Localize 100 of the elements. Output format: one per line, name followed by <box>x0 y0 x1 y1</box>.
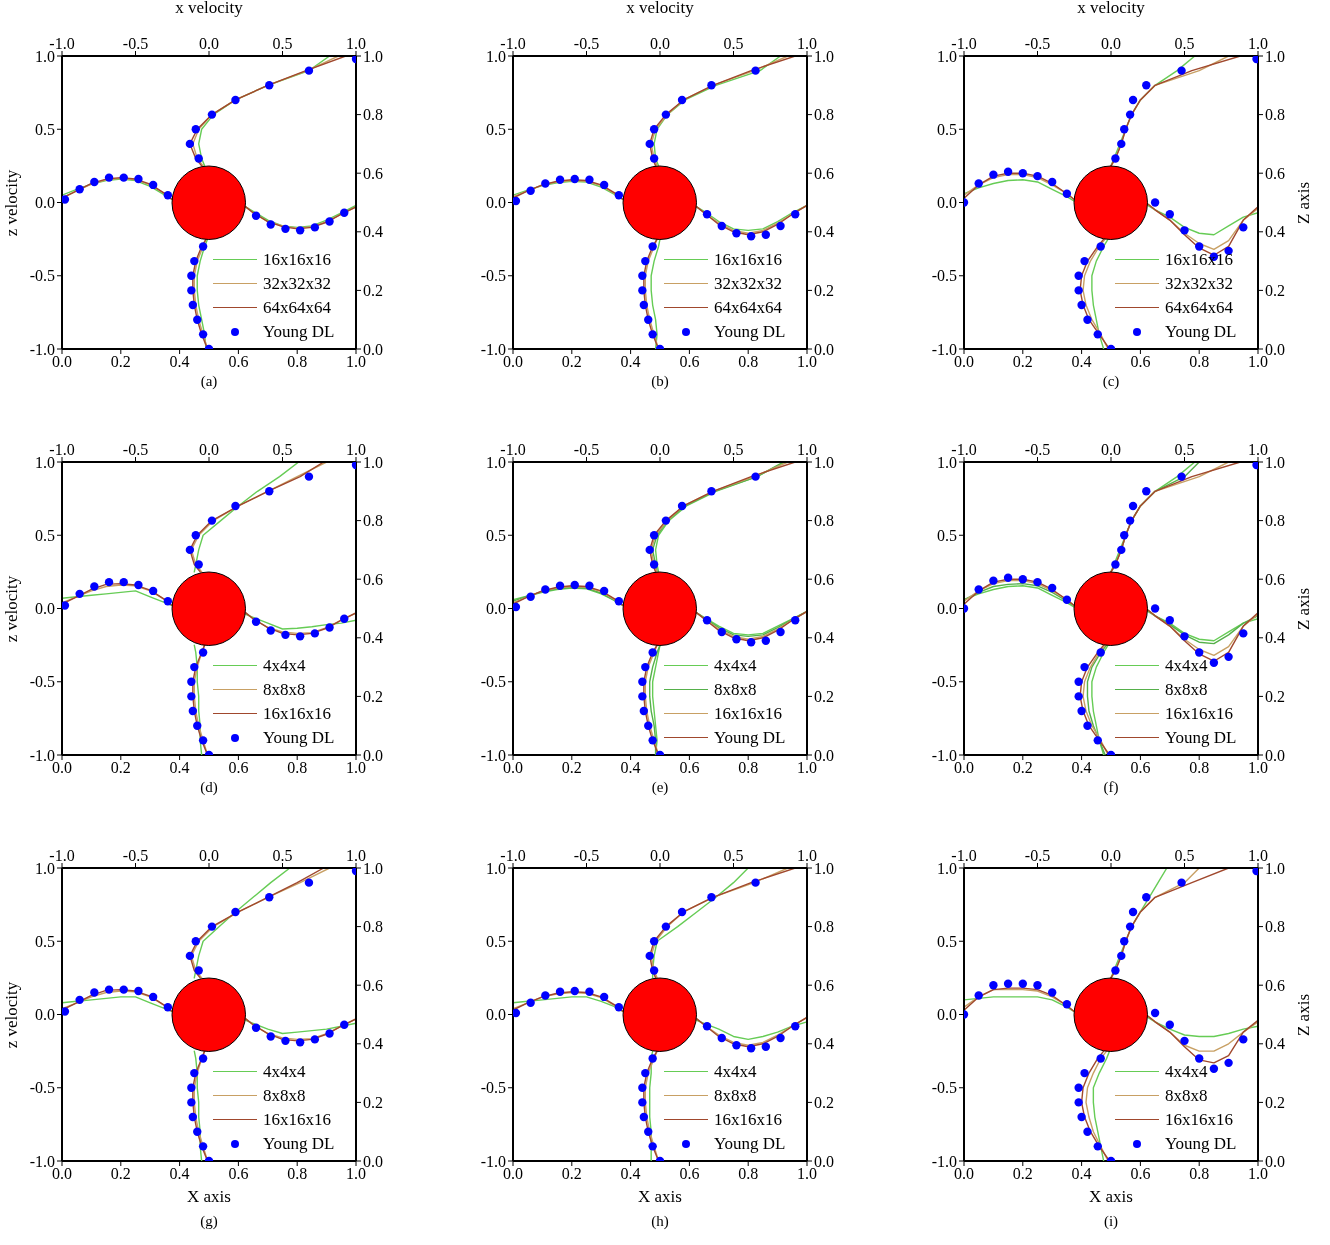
x-tick-label: 0.0 <box>650 441 670 458</box>
x-tick-label: -0.5 <box>122 847 149 864</box>
x-tick-label: 0.5 <box>723 35 744 52</box>
legend-label: 8x8x8 <box>263 1086 306 1106</box>
legend-label: 8x8x8 <box>1165 1086 1208 1106</box>
legend-label: 4x4x4 <box>1165 1062 1208 1082</box>
x-tick-label: -0.5 <box>573 35 600 52</box>
x-tick-label: 0.5 <box>272 441 293 458</box>
x-tick-label: 0.5 <box>1174 847 1195 864</box>
text: (a) <box>199 373 219 390</box>
legend-label: Young DL <box>1165 728 1237 748</box>
y-tick-label: 0.0 <box>937 1006 957 1024</box>
y-tick-label: 0.8 <box>814 512 834 530</box>
x-tick-label: 1.0 <box>797 35 817 52</box>
legend-label: Young DL <box>263 322 335 342</box>
x-tick-label: 0.4 <box>169 1165 190 1183</box>
y-tick-label: 0.5 <box>937 526 957 544</box>
y-tick-label: 0.8 <box>814 918 834 936</box>
x-tick-label: 0.0 <box>199 441 219 458</box>
y-tick-label: 0.2 <box>814 1094 834 1112</box>
y-tick-label: 0.4 <box>814 629 834 647</box>
legend-label: 16x16x16 <box>1165 250 1233 270</box>
x-tick-label: 0.4 <box>620 759 641 777</box>
y-tick-label: 0.2 <box>814 688 834 706</box>
x-tick-label: -0.5 <box>122 441 149 458</box>
legend-label: 16x16x16 <box>714 250 782 270</box>
y-tick-label: 0.5 <box>35 120 55 138</box>
y-tick-label: 0.5 <box>486 526 506 544</box>
y-tick-label: 0.8 <box>814 106 834 124</box>
x-tick-label: 0.4 <box>1071 353 1092 371</box>
legend-label: 4x4x4 <box>263 656 306 676</box>
x-tick-label: 0.8 <box>738 759 759 777</box>
x-tick-label: 0.6 <box>228 759 249 777</box>
y-axis-title: z velocity <box>2 168 22 238</box>
text: (f) <box>1102 779 1120 796</box>
x-tick-label: 0.2 <box>1012 353 1033 371</box>
x-tick-label: 1.0 <box>1248 441 1268 458</box>
y-tick-label: 0.8 <box>363 918 383 936</box>
y-tick-label: -0.5 <box>931 673 957 691</box>
x-tick-label: 0.0 <box>650 847 670 864</box>
y-tick-label: 0.2 <box>1265 1094 1285 1112</box>
legend-label: 4x4x4 <box>714 1062 757 1082</box>
y-tick-label: 0.4 <box>1265 629 1285 647</box>
legend-label: 64x64x64 <box>714 298 782 318</box>
x-tick-label: 0.2 <box>1012 1165 1033 1183</box>
x-tick-label: 0.6 <box>228 353 249 371</box>
legend-label: 16x16x16 <box>1165 704 1233 724</box>
legend-label: Young DL <box>1165 1134 1237 1154</box>
y-tick-label: -0.5 <box>480 1079 506 1097</box>
x-tick-label: 1.0 <box>346 847 366 864</box>
y-axis-title: z velocity <box>2 574 22 644</box>
x-tick-label: -0.5 <box>122 35 149 52</box>
x-tick-label: 0.8 <box>287 759 308 777</box>
x-axis-title: x velocity <box>625 0 695 18</box>
y-tick-label: 0.8 <box>363 106 383 124</box>
x-tick-label: 0.5 <box>723 441 744 458</box>
y-tick-label: -0.5 <box>931 267 957 285</box>
legend-label: 16x16x16 <box>714 704 782 724</box>
x-tick-label: 0.8 <box>738 1165 759 1183</box>
legend-label: 8x8x8 <box>714 680 757 700</box>
x-tick-label: 0.0 <box>1101 441 1121 458</box>
x-tick-label: 0.5 <box>1174 441 1195 458</box>
y-tick-label: 0.4 <box>363 629 383 647</box>
y-tick-label: -0.5 <box>931 1079 957 1097</box>
x-tick-label: 0.2 <box>110 759 131 777</box>
legend-label: 4x4x4 <box>714 656 757 676</box>
legend-label: 32x32x32 <box>1165 274 1233 294</box>
y-tick-label: 0.4 <box>814 223 834 241</box>
legend-label: Young DL <box>714 728 786 748</box>
y-tick-label: 0.6 <box>814 570 834 588</box>
y-tick-label: 0.4 <box>814 1035 834 1053</box>
x-tick-label: 0.2 <box>110 1165 131 1183</box>
y-tick-label: -0.5 <box>480 267 506 285</box>
x-tick-label: 1.0 <box>797 847 817 864</box>
x-tick-label: 0.6 <box>679 759 700 777</box>
x-tick-label: 0.0 <box>650 35 670 52</box>
x-tick-label: 0.6 <box>1130 353 1151 371</box>
y-tick-label: 0.4 <box>363 223 383 241</box>
y-tick-label: 0.5 <box>486 120 506 138</box>
x-tick-label: -0.5 <box>573 441 600 458</box>
x-tick-label: 0.6 <box>228 1165 249 1183</box>
legend-label: 16x16x16 <box>263 704 331 724</box>
x-tick-label: 0.6 <box>679 353 700 371</box>
x-tick-label: 0.8 <box>1189 1165 1210 1183</box>
x-tick-label: 0.8 <box>287 353 308 371</box>
x-tick-label: 0.8 <box>1189 759 1210 777</box>
legend-label: 32x32x32 <box>263 274 331 294</box>
y-tick-label: 0.4 <box>1265 1035 1285 1053</box>
y-tick-label: 0.0 <box>486 1006 506 1024</box>
y-tick-label: 0.6 <box>814 164 834 182</box>
y-tick-label: 0.2 <box>1265 688 1285 706</box>
y-tick-label: 0.0 <box>937 194 957 212</box>
y-tick-label: 0.2 <box>363 1094 383 1112</box>
y-tick-label: -0.5 <box>29 267 55 285</box>
y-tick-label: 0.8 <box>1265 918 1285 936</box>
x-tick-label: 0.0 <box>1101 35 1121 52</box>
x-tick-label: 0.5 <box>1174 35 1195 52</box>
legend-label: 16x16x16 <box>1165 1110 1233 1130</box>
y-tick-label: 0.0 <box>35 1006 55 1024</box>
y-tick-label: 0.8 <box>1265 106 1285 124</box>
